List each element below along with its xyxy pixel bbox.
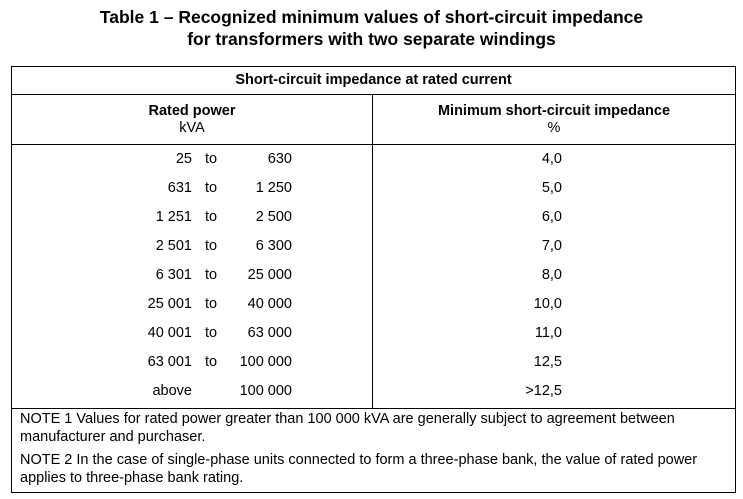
impedance-value: 5,0 — [541, 180, 562, 196]
table-row: 2 501 to 6 300 7,0 — [12, 232, 735, 261]
table-row: 631 to 1 250 5,0 — [12, 174, 735, 203]
range-separator: to — [205, 325, 218, 341]
rated-power-from: 25 001 — [147, 296, 192, 312]
rated-power-from: 6 301 — [155, 267, 192, 283]
impedance-value: 10,0 — [533, 296, 562, 312]
rated-power-to: 6 300 — [255, 238, 292, 254]
table-row: 63 001 to 100 000 12,5 — [12, 348, 735, 377]
impedance-value: 7,0 — [541, 238, 562, 254]
rated-power-to: 2 500 — [255, 209, 292, 225]
title-line-2: for transformers with two separate windi… — [187, 29, 556, 49]
rated-power-to: 63 000 — [247, 325, 292, 341]
rated-power-from: 2 501 — [155, 238, 192, 254]
rated-power-from: 40 001 — [147, 325, 192, 341]
rated-power-to: 630 — [267, 151, 292, 167]
range-separator: to — [205, 238, 218, 254]
column-header-unit: kVA — [179, 120, 205, 136]
note-1: NOTE 1 Values for rated power greater th… — [20, 411, 675, 445]
range-separator: to — [205, 267, 218, 283]
column-header-label: Minimum short-circuit impedance — [437, 103, 671, 119]
column-divider — [372, 94, 373, 408]
rated-power-to: 100 000 — [239, 383, 292, 399]
table-title: Table 1 – Recognized minimum values of s… — [0, 6, 743, 50]
rated-power-from: 25 — [175, 151, 192, 167]
rated-power-to: 100 000 — [239, 354, 292, 370]
table-row: 40 001 to 63 000 11,0 — [12, 319, 735, 348]
table-row: above 100 000 >12,5 — [12, 377, 735, 406]
rated-power-to: 40 000 — [247, 296, 292, 312]
column-header-min-impedance: Minimum short-circuit impedance % — [373, 103, 735, 137]
impedance-value: 4,0 — [541, 151, 562, 167]
column-header-label: Rated power — [148, 103, 236, 119]
column-header-rated-power: Rated power kVA — [12, 103, 372, 137]
table-row: 25 001 to 40 000 10,0 — [12, 290, 735, 319]
note-2: NOTE 2 In the case of single-phase units… — [20, 452, 698, 486]
column-header-unit: % — [547, 120, 561, 136]
range-separator: to — [205, 180, 218, 196]
range-separator: to — [205, 296, 218, 312]
divider — [12, 144, 735, 145]
table-row: 6 301 to 25 000 8,0 — [12, 261, 735, 290]
rated-power-to: 25 000 — [247, 267, 292, 283]
table-caption: Short-circuit impedance at rated current — [235, 72, 512, 88]
impedance-value: 11,0 — [534, 325, 562, 341]
impedance-value: >12,5 — [525, 383, 562, 399]
table-row: 1 251 to 2 500 6,0 — [12, 203, 735, 232]
table-row: 25 to 630 4,0 — [12, 145, 735, 174]
impedance-value: 12,5 — [533, 354, 562, 370]
range-separator: to — [205, 209, 218, 225]
rated-power-from: 1 251 — [155, 209, 192, 225]
rated-power-from: 631 — [167, 180, 192, 196]
impedance-table: Short-circuit impedance at rated current… — [11, 66, 736, 493]
table-notes: NOTE 1 Values for rated power greater th… — [20, 410, 729, 492]
range-separator: to — [205, 354, 218, 370]
rated-power-from: 63 001 — [147, 354, 192, 370]
impedance-value: 8,0 — [541, 267, 562, 283]
impedance-value: 6,0 — [541, 209, 562, 225]
title-line-1: Table 1 – Recognized minimum values of s… — [99, 7, 644, 27]
divider — [12, 408, 735, 409]
rated-power-to: 1 250 — [255, 180, 292, 196]
rated-power-from: above — [152, 383, 192, 399]
divider — [12, 94, 735, 95]
range-separator: to — [205, 151, 218, 167]
